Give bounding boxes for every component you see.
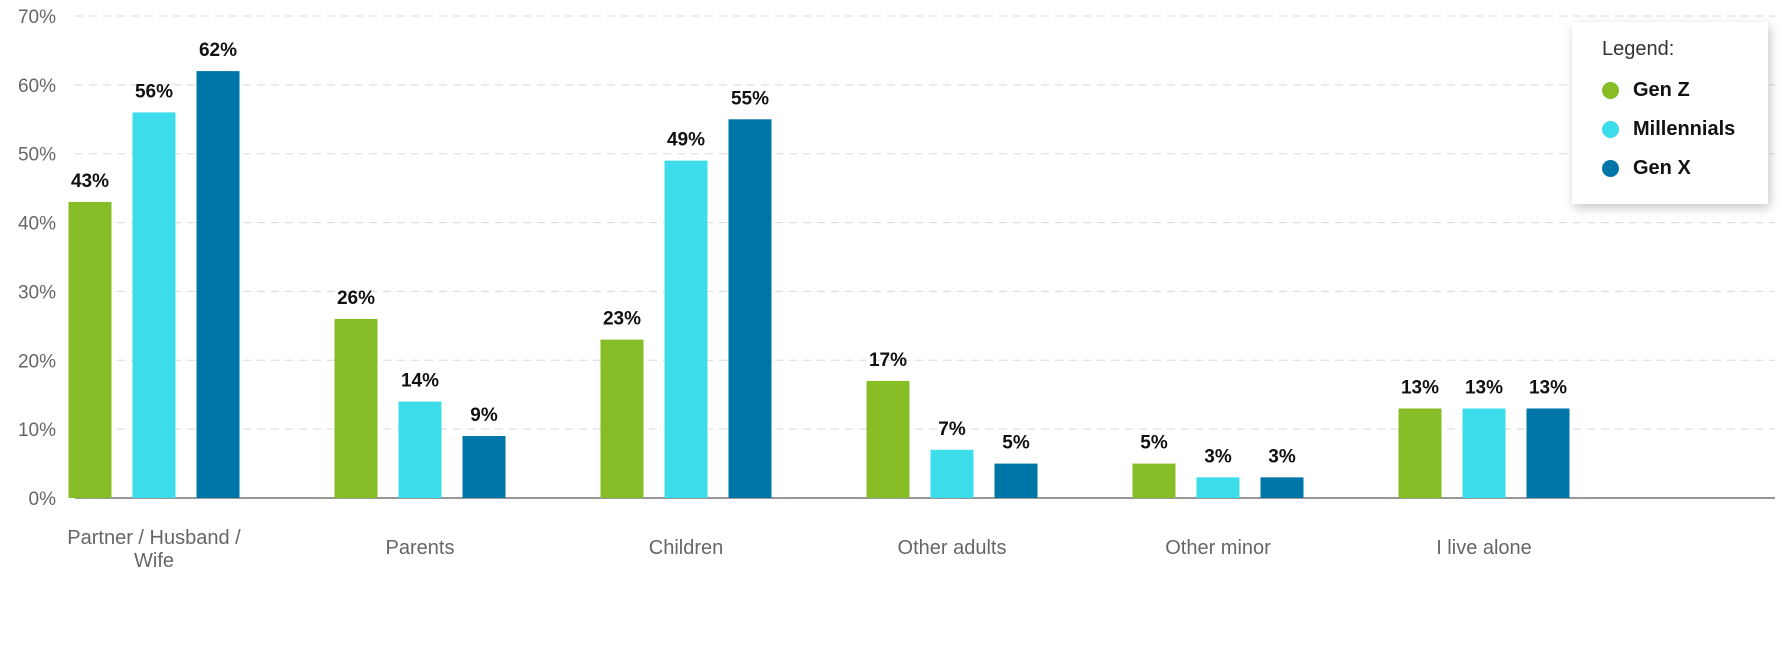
grid-layer [75,15,1775,430]
bar-gen-z-children [600,339,644,498]
data-label: 13% [1401,377,1439,398]
legend-swatch-gen-z [1602,82,1619,99]
bar-millennials-partner-husband-wife [132,112,176,499]
labels-layer: 43% 56% 62% 26% 14% 9% 23% 49% 55% 17% 7% 5% 5% 3% 3% 1… [71,40,1567,467]
data-label: 5% [1140,433,1168,454]
bar-gen-x-partner-husband-wife [196,71,240,498]
data-label: 13% [1465,377,1503,398]
data-label: 26% [337,288,375,309]
bar-millennials-i-live-alone [1462,408,1506,498]
legend-item-gen-x: Gen X [1602,149,1768,188]
data-label: 9% [470,405,498,426]
x-tick-label: Partner / Husband / Wife [67,527,241,572]
bar-gen-x-i-live-alone [1526,408,1570,498]
data-label: 3% [1204,446,1232,467]
data-label: 7% [938,419,966,440]
y-tick-label: 60% [18,76,56,97]
bar-gen-z-other-adults [866,380,910,498]
legend-swatch-gen-x [1602,160,1619,177]
data-label: 43% [71,171,109,192]
bar-gen-z-partner-husband-wife [68,201,112,498]
legend-item-millennials: Millennials [1602,110,1768,149]
bar-millennials-other-adults [930,449,974,498]
legend-label-gen-z: Gen Z [1633,79,1690,101]
legend: Legend: Gen Z Millennials Gen X [1572,22,1768,204]
bar-gen-z-other-minor [1132,463,1176,498]
bar-millennials-parents [398,401,442,498]
bar-gen-x-other-adults [994,463,1038,498]
y-tick-label: 20% [18,351,56,372]
x-tick-label: Parents [386,537,455,559]
legend-item-gen-z: Gen Z [1602,71,1768,110]
bar-gen-x-children [728,119,772,499]
legend-label-gen-x: Gen X [1633,157,1691,179]
bar-gen-z-i-live-alone [1398,408,1442,498]
legend-title: Legend: [1602,38,1675,60]
y-tick-label: 40% [18,214,56,235]
x-tick-label: Other minor [1165,537,1271,559]
data-label: 14% [401,371,439,392]
data-label: 3% [1268,446,1296,467]
data-label: 55% [731,88,769,109]
bar-millennials-children [664,160,708,498]
y-tick-label: 10% [18,420,56,441]
bar-gen-z-parents [334,318,378,498]
data-label: 23% [603,309,641,330]
data-label: 62% [199,40,237,61]
axis-layer: 0% 10% 20% 30% 40% 50% 60% 70% Partner / Husband… [18,7,1775,572]
bar-gen-x-other-minor [1260,477,1304,498]
data-label: 56% [135,81,173,102]
legend-label-millennials: Millennials [1633,118,1736,140]
y-tick-label: 0% [29,489,57,510]
x-tick-label: Other adults [898,537,1007,559]
bar-gen-x-parents [462,436,506,498]
legend-swatch-millennials [1602,121,1619,138]
data-label: 49% [667,130,705,151]
y-tick-label: 50% [18,145,56,166]
data-label: 5% [1002,433,1030,454]
bars-layer [68,71,1570,499]
y-tick-label: 30% [18,282,56,303]
data-label: 17% [869,350,907,371]
y-tick-label: 70% [18,7,56,28]
data-label: 13% [1529,377,1567,398]
x-tick-label: Children [649,537,723,559]
x-tick-label: I live alone [1436,537,1532,559]
bar-millennials-other-minor [1196,477,1240,498]
